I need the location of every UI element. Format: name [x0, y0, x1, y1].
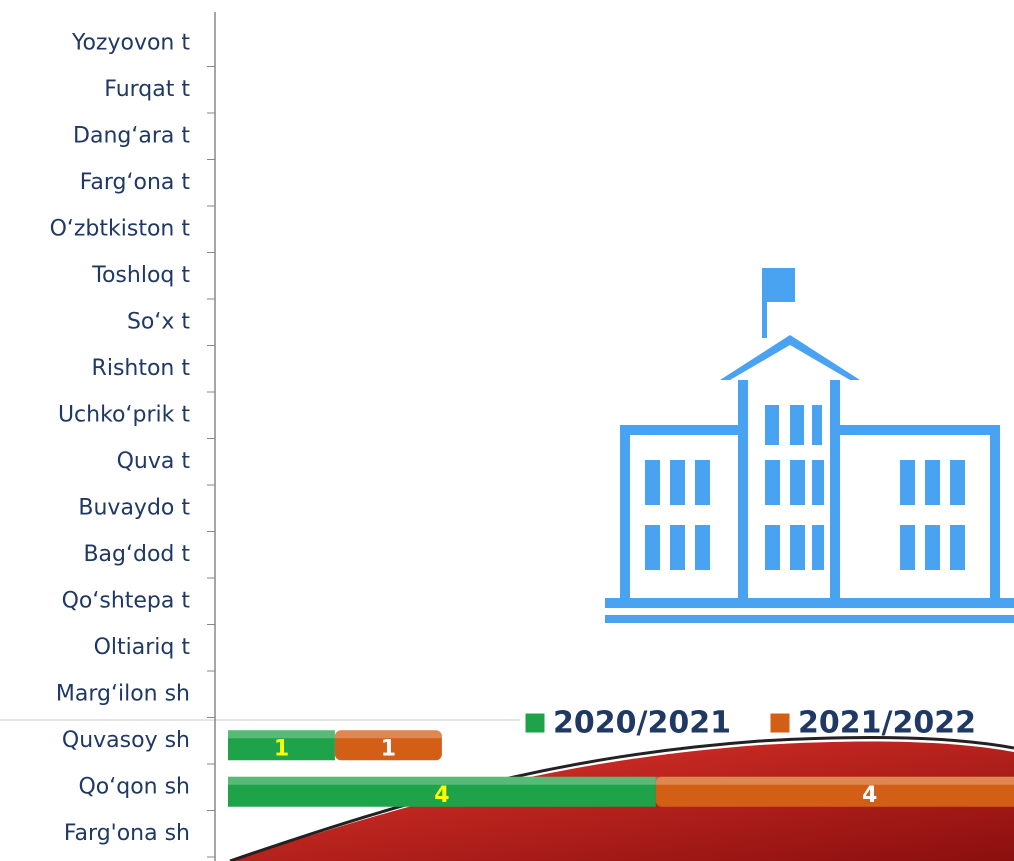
legend-label: 2020/2021 [553, 706, 731, 741]
y-tick-label: Qo‘shtepa t [62, 588, 191, 613]
data-label: 1 [381, 736, 396, 761]
y-tick-label: Oltiariq t [94, 635, 191, 660]
y-tick-label: Qo‘qon sh [78, 774, 190, 799]
y-tick-label: Buvaydo t [78, 495, 190, 520]
legend-label: 2021/2022 [798, 706, 976, 741]
building-icon [605, 268, 1014, 623]
bar [228, 730, 335, 761]
bar-highlight [228, 776, 656, 785]
bar [655, 776, 1014, 807]
data-label: 4 [862, 783, 877, 808]
data-label: 4 [434, 783, 449, 808]
y-tick-label: Farg'ona sh [64, 821, 190, 846]
legend-swatch [524, 712, 546, 734]
y-tick-label: Quva t [117, 449, 191, 474]
background-swoosh-edge [229, 736, 1014, 861]
y-tick-label: Bag‘dod t [83, 542, 190, 567]
y-tick-label: Yozyovon t [71, 30, 190, 55]
y-tick-label: So‘x t [127, 309, 190, 334]
y-tick-label: Uchko‘prik t [58, 402, 190, 427]
bar-highlight [655, 776, 1014, 785]
bar-highlight [228, 730, 335, 739]
y-tick-label: Quvasoy sh [62, 728, 190, 753]
y-tick-label: Dang‘ara t [73, 123, 190, 148]
y-tick-label: Furqat t [104, 77, 190, 102]
bar-highlight [334, 730, 442, 739]
y-tick-label: Rishton t [92, 356, 191, 381]
bar [334, 730, 442, 761]
data-label: 1 [274, 736, 289, 761]
y-tick-label: Farg‘ona t [80, 170, 191, 195]
y-tick-label: Toshloq t [91, 263, 190, 288]
bar [228, 776, 656, 807]
legend-swatch [769, 712, 791, 734]
y-tick-label: Marg‘ilon sh [56, 681, 190, 706]
y-tick-label: O‘zbtkiston t [50, 216, 191, 241]
